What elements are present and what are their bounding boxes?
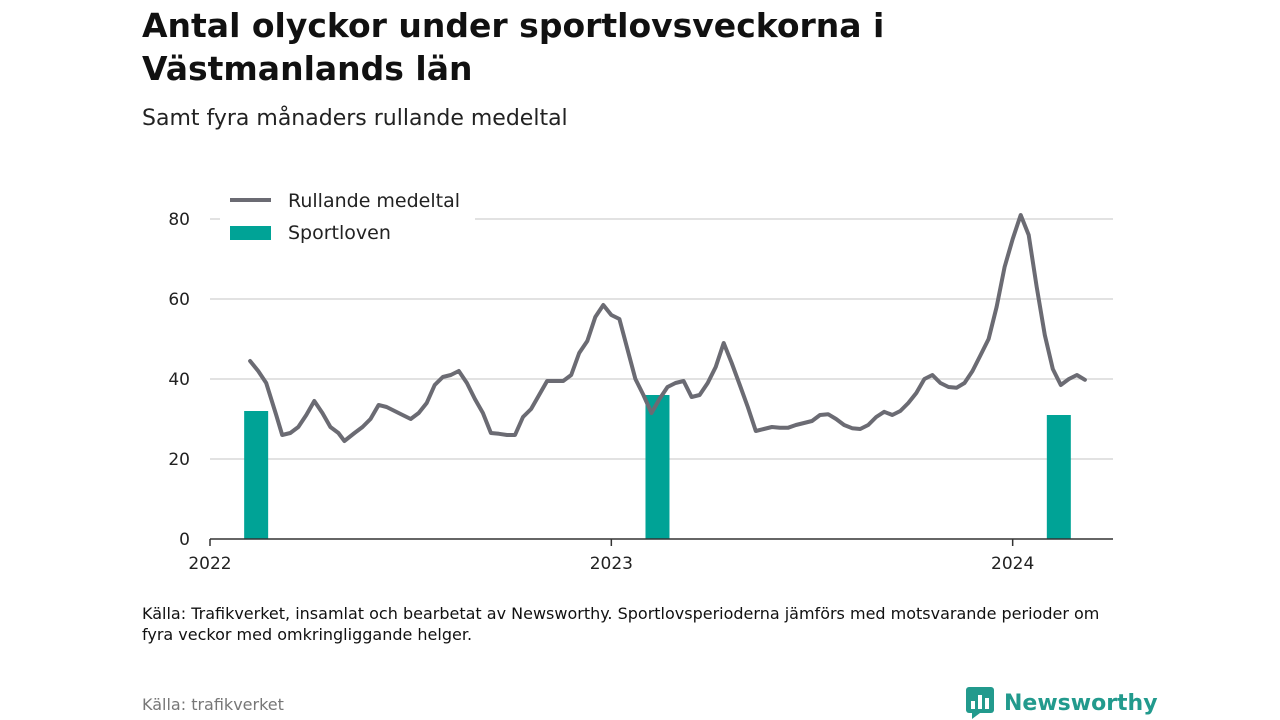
chart-subtitle: Samt fyra månaders rullande medeltal (142, 106, 568, 131)
x-axis: 2022 2023 2024 (188, 538, 1113, 574)
legend: Rullande medeltal Sportloven (220, 186, 475, 250)
legend-label: Sportloven (288, 222, 391, 244)
footnote: Källa: Trafikverket, insamlat och bearbe… (142, 604, 1100, 644)
y-tick-label: 0 (179, 530, 190, 550)
bar (244, 411, 269, 539)
bar-series (244, 395, 1071, 539)
y-tick-label: 80 (168, 210, 190, 230)
y-tick-label: 60 (168, 290, 190, 310)
x-tick-label: 2023 (590, 554, 633, 574)
bar (645, 395, 670, 539)
legend-label: Rullande medeltal (288, 190, 460, 212)
y-axis: 0 20 40 60 80 (168, 210, 190, 550)
chart-title: Antal olyckor under sportlovsveckorna i … (142, 6, 885, 88)
legend-bar-swatch (230, 226, 271, 240)
brand-name: Newsworthy (1004, 690, 1158, 716)
newsworthy-logo-icon (966, 687, 994, 719)
x-tick-label: 2024 (991, 554, 1034, 574)
bar (1046, 415, 1071, 539)
source-text: Källa: trafikverket (142, 695, 284, 714)
y-tick-label: 40 (168, 370, 190, 390)
line-series (248, 213, 1087, 443)
y-tick-label: 20 (168, 450, 190, 470)
brand-logo: Newsworthy (966, 686, 1158, 720)
rolling-average-line (248, 213, 1087, 443)
x-tick-label: 2022 (188, 554, 231, 574)
